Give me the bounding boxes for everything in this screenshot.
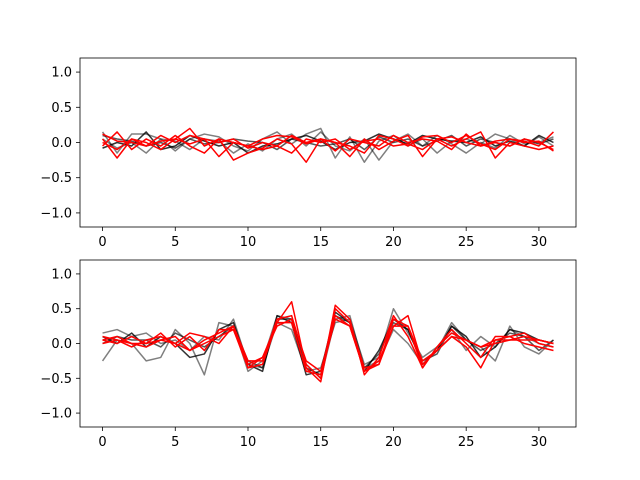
x-tick-label: 15 bbox=[312, 235, 329, 250]
series-line-7 bbox=[102, 314, 554, 373]
x-tick-label: 20 bbox=[385, 435, 402, 450]
x-tick-label: 0 bbox=[98, 235, 106, 250]
y-tick-label: 0.0 bbox=[51, 136, 72, 151]
x-tick-label: 10 bbox=[240, 235, 257, 250]
y-tick-label: −0.5 bbox=[40, 171, 72, 186]
y-tick-label: 0.5 bbox=[51, 101, 72, 116]
y-tick-label: 0.0 bbox=[51, 337, 72, 352]
y-tick-label: 1.0 bbox=[51, 66, 72, 81]
y-tick-label: 0.5 bbox=[51, 302, 72, 317]
subplot-1: 0 5 10 15 20 25 30 −1.0 −0.5 0.0 0.5 1.0 bbox=[40, 57, 577, 250]
x-tick-label: 20 bbox=[385, 235, 402, 250]
x-tick-label: 5 bbox=[171, 235, 179, 250]
x-tick-label: 30 bbox=[531, 435, 548, 450]
x-tick-label: 10 bbox=[240, 435, 257, 450]
x-tick-label: 5 bbox=[171, 435, 179, 450]
y-tick-label: −0.5 bbox=[40, 372, 72, 387]
x-tick-label: 15 bbox=[312, 435, 329, 450]
series-line-8 bbox=[102, 136, 554, 154]
y-tick-label: −1.0 bbox=[40, 407, 72, 422]
series-line-7 bbox=[102, 127, 554, 152]
y-tick-label: 1.0 bbox=[51, 267, 72, 282]
series-line-8 bbox=[102, 318, 554, 376]
x-tick-label: 0 bbox=[98, 435, 106, 450]
x-tick-label: 25 bbox=[458, 435, 475, 450]
series-group bbox=[101, 127, 554, 163]
x-tick-label: 30 bbox=[531, 235, 548, 250]
y-tick-label: −1.0 bbox=[40, 206, 72, 221]
subplot-2: 0 5 10 15 20 25 30 −1.0 −0.5 0.0 0.5 1.0 bbox=[40, 259, 577, 450]
series-group bbox=[101, 301, 554, 383]
x-tick-label: 25 bbox=[458, 235, 475, 250]
